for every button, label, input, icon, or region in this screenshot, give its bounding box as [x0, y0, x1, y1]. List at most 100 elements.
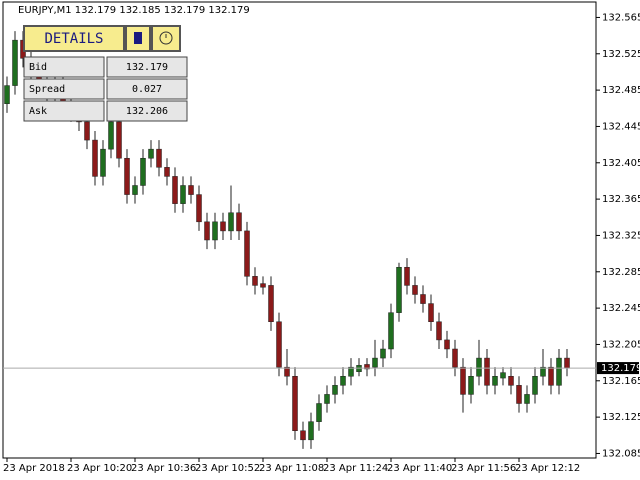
candle-body [516, 385, 522, 404]
y-tick-label: 132.365 [602, 194, 640, 205]
candle-body [548, 366, 554, 386]
candle-body [124, 157, 130, 195]
y-tick-label: 132.565 [602, 12, 640, 23]
y-tick-label: 132.525 [602, 49, 640, 60]
candle-body [372, 357, 378, 368]
candle-body [396, 266, 402, 313]
candle-body [268, 285, 274, 322]
candle-body [332, 385, 338, 395]
y-tick-label: 132.445 [602, 121, 640, 132]
candle-body [524, 394, 530, 404]
candle-body [308, 421, 314, 441]
candle-body [380, 348, 386, 359]
candle-body [300, 430, 306, 441]
details-button[interactable] [23, 25, 125, 52]
candle-body [388, 312, 394, 350]
y-tick-label: 132.485 [602, 85, 640, 96]
candle-body [468, 375, 474, 395]
y-tick-label: 132.325 [602, 230, 640, 241]
candle-body [172, 176, 178, 204]
row-value-cell [106, 100, 188, 122]
candle-body [340, 375, 346, 386]
details-panel: DETAILS Bid 132.179 Spread 0.027 Ask 132.206 [23, 25, 188, 122]
candle-body [252, 276, 258, 286]
y-tick-label: 132.285 [602, 267, 640, 278]
candle-body [316, 403, 322, 422]
candle-body [444, 339, 450, 350]
candle-body [228, 212, 234, 232]
candle-body [484, 357, 490, 386]
candle-body [84, 121, 90, 141]
candle-body [92, 139, 98, 177]
y-tick-label: 132.165 [602, 376, 640, 387]
x-tick-label: 23 Apr 11:56 [451, 463, 516, 474]
candle-body [452, 348, 458, 368]
candle-body [148, 148, 154, 159]
calc-icon [134, 32, 142, 44]
row-label-cell [23, 78, 105, 100]
candle-body [532, 375, 538, 395]
candle-body [116, 121, 122, 159]
candle-body [108, 121, 114, 150]
candle-body [220, 221, 226, 232]
y-tick-label: 132.125 [602, 412, 640, 423]
y-tick-label: 132.085 [602, 448, 640, 459]
candle-body [140, 157, 146, 186]
candle-body [428, 303, 434, 322]
row-label-cell [23, 56, 105, 78]
row-label: Spread [29, 84, 65, 95]
x-tick-label: 23 Apr 10:36 [131, 463, 196, 474]
candle-body [348, 366, 354, 377]
details-table: Bid 132.179 Spread 0.027 Ask 132.206 [23, 56, 188, 122]
x-tick-label: 23 Apr 10:52 [195, 463, 260, 474]
current-price-box [597, 362, 639, 375]
candle-body [404, 266, 410, 286]
row-value-cell [106, 78, 188, 100]
candle-body [180, 185, 186, 204]
candle-body [260, 283, 266, 288]
candle-body [492, 375, 498, 386]
candle-body [476, 357, 482, 377]
candle-body [4, 85, 10, 104]
candle-body [156, 148, 162, 168]
current-price-label: 132.179 [601, 363, 640, 374]
candle-body [284, 366, 290, 377]
candle-body [188, 185, 194, 195]
candle-body [196, 194, 202, 223]
candle-body [212, 221, 218, 241]
row-label: Ask [29, 106, 47, 117]
x-tick-label: 23 Apr 10:20 [67, 463, 132, 474]
candle-body [412, 285, 418, 295]
candle-body [244, 230, 250, 277]
clock-button[interactable] [151, 25, 181, 52]
candle-body [556, 357, 562, 386]
y-tick-label: 132.205 [602, 339, 640, 350]
candle-body [564, 357, 570, 369]
x-tick-label: 23 Apr 11:40 [387, 463, 452, 474]
candle-body [460, 366, 466, 395]
row-value: 132.179 [126, 62, 168, 73]
candle-body [500, 372, 506, 379]
row-label-cell [23, 100, 105, 122]
candle-body [364, 364, 370, 370]
candle-body [292, 375, 298, 431]
candle-body [508, 375, 514, 386]
candle-body [164, 167, 170, 177]
details-button-label: DETAILS [44, 31, 103, 47]
candle-body [276, 321, 282, 368]
row-value: 0.027 [132, 84, 162, 95]
x-tick-label: 23 Apr 11:08 [259, 463, 324, 474]
candle-body [324, 394, 330, 404]
y-tick-label: 132.405 [602, 158, 640, 169]
row-label: Bid [29, 62, 47, 73]
row-value-cell [106, 56, 188, 78]
x-tick-label: 23 Apr 12:12 [515, 463, 580, 474]
candle-body [540, 366, 546, 377]
candle-body [436, 321, 442, 341]
x-tick-label: 23 Apr 11:24 [323, 463, 388, 474]
row-value: 132.206 [126, 106, 168, 117]
candle-body [236, 212, 242, 232]
x-tick-label: 23 Apr 2018 [3, 463, 65, 474]
clock-icon [159, 31, 173, 45]
